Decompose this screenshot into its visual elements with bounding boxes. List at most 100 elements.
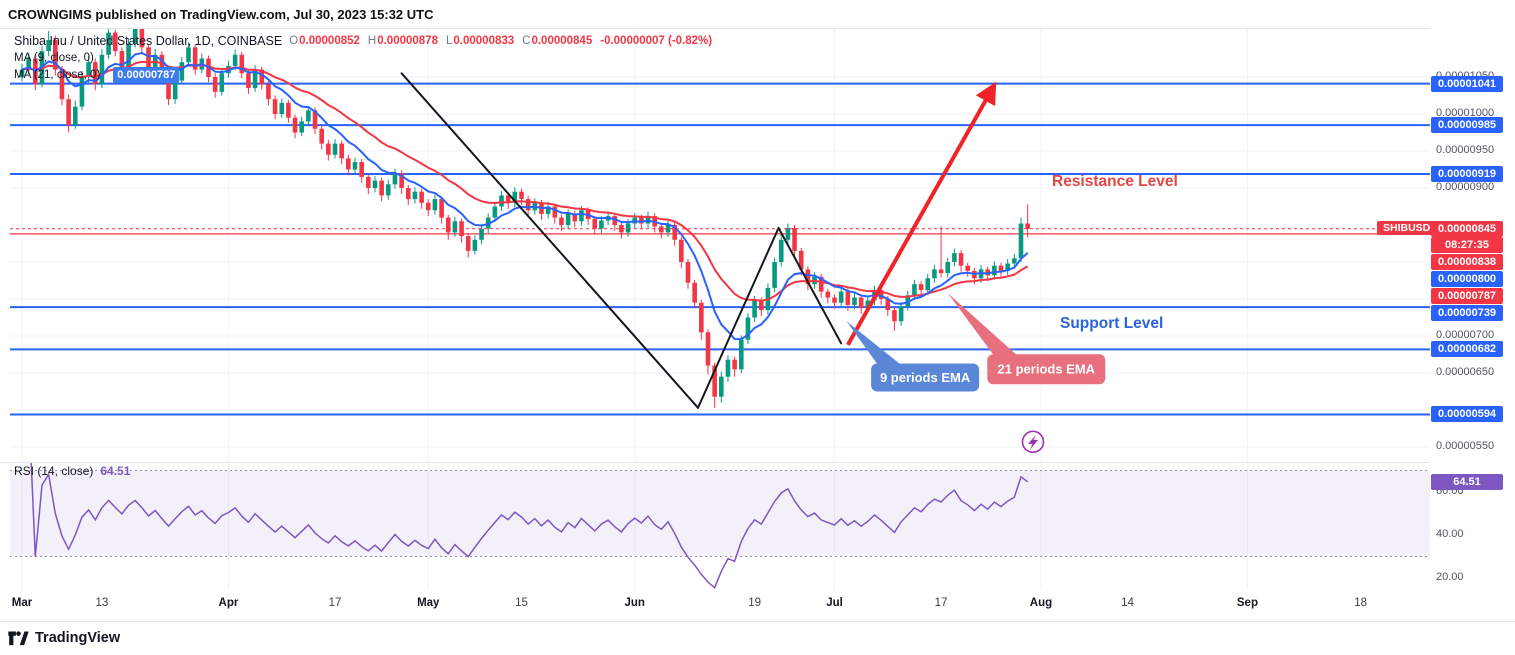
candle-body — [525, 199, 531, 211]
candle-body — [372, 180, 378, 188]
time-axis[interactable]: Mar 13 Apr 17 May 15 Jun 19 Jul 17 Aug 14 Sep 18 — [0, 590, 1430, 621]
candle-body — [792, 227, 797, 251]
candle-body — [752, 300, 757, 318]
price-level-badge: 0.00000787 — [1431, 287, 1503, 304]
candle-body — [192, 47, 198, 70]
ema9-callout[interactable]: 9 periods EMA — [846, 321, 980, 392]
footer-brand[interactable]: TradingView — [8, 629, 120, 646]
price-level-badge: 0.00000838 — [1431, 253, 1503, 270]
high-label: H — [367, 35, 377, 47]
last-price-badge: 0.00000845 — [1431, 220, 1503, 237]
candle-body — [112, 32, 118, 52]
candle-body — [92, 62, 98, 85]
ma21-legend-row[interactable]: MA (21, close, 0) 0.00000787 — [14, 67, 712, 83]
candle-body — [412, 191, 418, 200]
candle-body — [212, 77, 218, 92]
drawings-layer: 9 periods EMA 21 periods EMA — [400, 72, 1106, 454]
candle-body — [838, 291, 844, 303]
candle-body — [352, 162, 358, 170]
candle-body — [259, 69, 265, 85]
time-axis-label: Jul — [826, 597, 843, 609]
candle-body — [492, 206, 498, 218]
time-axis-label: 15 — [515, 597, 528, 609]
candle-body — [639, 217, 644, 224]
candle-body — [832, 297, 837, 303]
candle-body — [912, 284, 917, 296]
rsi-legend-row[interactable]: RSI (14, close) 64.51 — [14, 464, 130, 478]
candle-body — [106, 32, 111, 55]
candle-body — [19, 69, 25, 77]
lightning-icon[interactable] — [1021, 430, 1045, 454]
time-axis-label: 17 — [934, 597, 948, 609]
price-axis-label: 0.00000550 — [1436, 440, 1495, 452]
ma21-value-chip: 0.00000787 — [113, 67, 180, 83]
candle-body — [885, 299, 891, 311]
rsi-label: RSI (14, close) — [14, 464, 94, 478]
candle-body — [166, 77, 171, 100]
candle-body — [132, 29, 138, 44]
candle-body — [386, 184, 391, 196]
trend-line[interactable] — [696, 226, 780, 409]
candle-body — [699, 302, 704, 333]
candle-body — [705, 332, 711, 366]
candle-body — [452, 221, 458, 233]
trend-line[interactable] — [400, 72, 699, 409]
trend-line[interactable] — [777, 226, 843, 345]
horizontal-levels[interactable] — [10, 82, 1430, 416]
price-level-badge: 0.00000800 — [1431, 270, 1503, 287]
candle-body — [998, 265, 1004, 271]
candle-body — [246, 73, 251, 89]
grid-layer — [10, 29, 1430, 590]
rsi-line-layer — [30, 463, 1029, 589]
candle-body — [499, 195, 504, 207]
resistance-level-label[interactable]: Resistance Level — [1052, 173, 1178, 190]
candle-body — [985, 269, 990, 276]
candle-body — [346, 158, 351, 170]
candle-body — [186, 47, 191, 63]
candle-body — [852, 297, 857, 305]
rsi-current-value: 64.51 — [100, 464, 131, 478]
ma21-label: MA (21, close, 0) — [14, 69, 101, 81]
ema9-line — [21, 51, 1029, 341]
ma9-legend-row[interactable]: MA (9, close, 0) — [14, 50, 712, 66]
candle-body — [805, 269, 811, 285]
candle-body — [865, 300, 871, 308]
candle-body — [472, 239, 478, 251]
symbol-legend-row[interactable]: Shiba Inu / United States Dollar, 1D, CO… — [14, 33, 712, 49]
candle-body — [1018, 223, 1024, 259]
candle-body — [798, 250, 804, 270]
time-axis-label: May — [417, 597, 440, 609]
ma9-label: MA (9, close, 0) — [14, 52, 94, 64]
divider — [0, 621, 1515, 622]
candle-body — [745, 317, 751, 340]
candle-body — [46, 40, 51, 52]
symbol-title: Shiba Inu / United States Dollar, 1D, CO… — [14, 34, 283, 48]
candle-body — [159, 54, 165, 77]
ema21-callout[interactable]: 21 periods EMA — [947, 293, 1106, 385]
candle-body — [119, 51, 125, 70]
candle-body — [306, 110, 311, 122]
candle-body — [232, 54, 238, 66]
candle-body — [312, 110, 318, 129]
candle-body — [858, 297, 864, 308]
candle-body — [619, 225, 624, 233]
candle-body — [405, 188, 411, 200]
ema21-line — [21, 60, 1029, 302]
candle-body — [545, 206, 551, 214]
tradingview-logo-icon — [8, 631, 29, 646]
price-axis-label: 0.00001000 — [1436, 107, 1495, 119]
up-arrow-drawing[interactable] — [846, 81, 997, 346]
candle-body — [878, 290, 884, 299]
candle-body — [286, 102, 291, 118]
candle-body — [992, 265, 997, 276]
price-axis-label: 0.00000950 — [1436, 144, 1495, 156]
candle-body — [126, 43, 131, 70]
rsi-pane — [10, 470, 1430, 557]
candle-body — [965, 265, 971, 271]
candle-body — [239, 54, 245, 74]
candle-body — [559, 217, 564, 225]
candle-body — [79, 77, 85, 107]
support-level-label[interactable]: Support Level — [1060, 315, 1164, 332]
price-axis[interactable]: 0.000010500.000010000.000009500.00000900… — [1430, 28, 1515, 621]
